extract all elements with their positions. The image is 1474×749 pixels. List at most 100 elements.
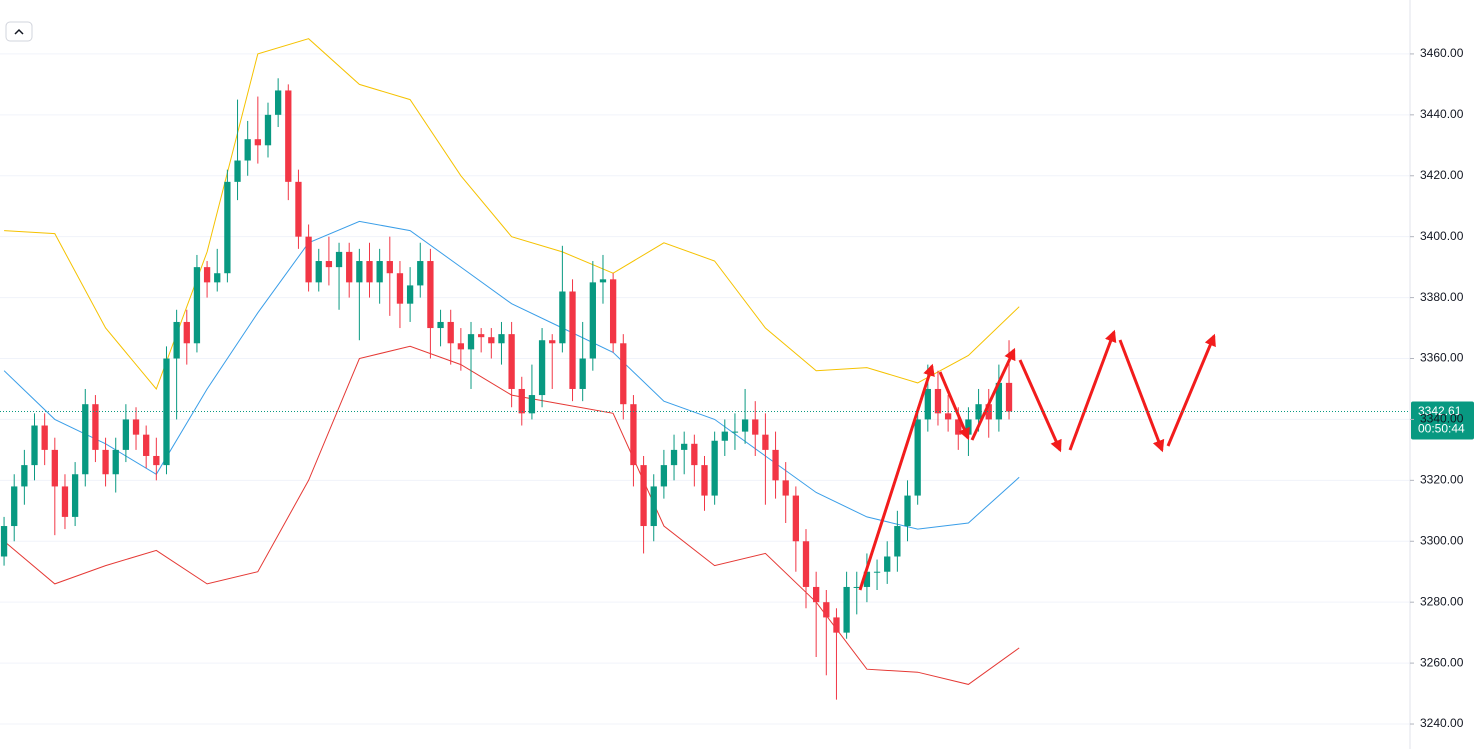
candle-body — [21, 465, 28, 487]
candle-body — [853, 586, 860, 588]
candle-body — [579, 358, 586, 389]
band-middle — [3, 220, 1020, 530]
y-tick-label: 3340.00 — [1420, 412, 1464, 426]
candle-body — [305, 236, 312, 283]
candle-body — [670, 449, 678, 466]
candle-body — [325, 261, 333, 268]
candle-body — [934, 388, 942, 414]
price-tag — [1411, 401, 1474, 440]
candle-body — [772, 449, 779, 481]
arrow — [1166, 333, 1216, 447]
candle-body — [183, 321, 190, 344]
candle-body — [41, 425, 48, 450]
y-tick-label: 3260.00 — [1420, 655, 1464, 669]
candle-body — [701, 465, 708, 496]
last-price: 3342.61 00:50:44 — [0, 401, 1474, 440]
candle-body — [752, 419, 759, 435]
band-upper — [4, 38, 1020, 390]
candle-body — [620, 343, 627, 405]
candle-body — [924, 388, 931, 420]
candle-body — [51, 449, 58, 487]
candle-body — [335, 251, 343, 268]
candle-body — [711, 440, 718, 496]
candle-body — [1005, 382, 1013, 412]
candle-body — [417, 261, 424, 286]
candle-body — [295, 181, 302, 237]
y-tick-label: 3300.00 — [1420, 533, 1464, 547]
countdown-label: 00:50:44 — [1418, 422, 1465, 436]
candle-body — [224, 181, 231, 274]
candle-body — [691, 443, 698, 466]
candle-body — [153, 455, 160, 466]
candle-body — [884, 556, 891, 572]
candle-body — [782, 480, 789, 496]
candle-body — [427, 261, 434, 329]
candle-body — [528, 395, 536, 414]
candle-body — [823, 602, 830, 618]
candle-body — [447, 321, 454, 344]
candle-body — [214, 273, 221, 283]
candle-body — [508, 334, 515, 389]
candle-body — [376, 261, 383, 283]
candle-body — [406, 285, 414, 304]
candle-body — [71, 474, 79, 517]
candle-body — [660, 465, 668, 487]
candle-body — [630, 404, 637, 466]
y-tick-label: 3360.00 — [1420, 351, 1464, 365]
candle-body — [31, 425, 38, 466]
arrow — [1018, 359, 1062, 453]
y-tick-label: 3240.00 — [1420, 716, 1464, 730]
candle-body — [102, 449, 109, 475]
candle-body — [457, 343, 465, 350]
candle-body — [894, 526, 901, 557]
candle-body — [650, 486, 657, 527]
candle-body — [437, 321, 444, 329]
candle-body — [955, 419, 962, 435]
candle-body — [599, 279, 607, 283]
candle-body — [731, 431, 739, 433]
candle-body — [122, 419, 130, 450]
candle-body — [569, 291, 576, 389]
candle-body — [833, 617, 840, 633]
collapse-button[interactable] — [5, 21, 33, 42]
candle-body — [802, 541, 810, 587]
candle-body — [762, 434, 769, 450]
candle-body — [0, 526, 8, 557]
candle-body — [995, 382, 1003, 420]
candle-body — [914, 419, 921, 496]
candle-body — [498, 334, 505, 344]
candle-body — [741, 419, 749, 432]
y-tick-label: 3420.00 — [1420, 168, 1464, 182]
projection-arrows — [858, 329, 1216, 591]
y-tick-label: 3400.00 — [1420, 229, 1464, 243]
candle-body — [904, 495, 911, 527]
candle-body — [873, 571, 881, 573]
candle-body — [82, 404, 89, 475]
grid — [0, 53, 1410, 725]
candle-body — [609, 279, 617, 344]
candle-body — [315, 261, 322, 283]
candle-body — [681, 443, 688, 450]
candle-body — [478, 334, 485, 338]
candle-body — [488, 337, 495, 344]
candle-body — [843, 586, 850, 633]
plot-area — [0, 0, 1410, 749]
arrow — [1068, 329, 1117, 451]
candle-body — [518, 388, 525, 414]
y-tick-label: 3380.00 — [1420, 290, 1464, 304]
button[interactable] — [5, 21, 33, 42]
candle-body — [92, 404, 99, 450]
arrow — [970, 347, 1016, 441]
candle-body — [193, 267, 201, 344]
candle-body — [589, 282, 596, 359]
candle-body — [366, 261, 373, 283]
candle-body — [132, 419, 140, 435]
candle-body — [203, 267, 211, 283]
candle-body — [559, 291, 566, 344]
price-label: 3342.61 — [1418, 404, 1462, 418]
candles — [0, 78, 1013, 700]
candle-body — [944, 413, 952, 420]
y-tick-label: 3320.00 — [1420, 473, 1464, 487]
candle-body — [467, 334, 475, 350]
candle-body — [813, 586, 820, 603]
